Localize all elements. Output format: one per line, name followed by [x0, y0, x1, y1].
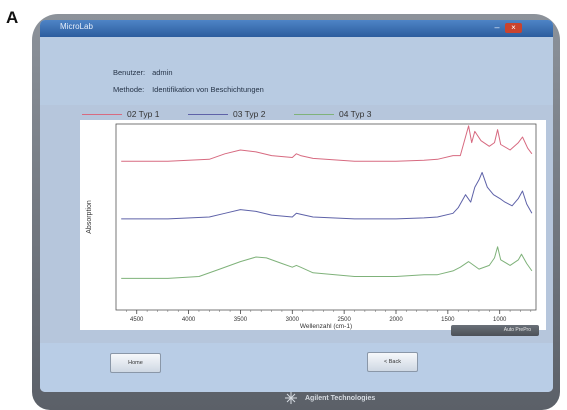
spark-icon	[285, 392, 297, 404]
x-tick-label: 1500	[441, 317, 455, 323]
brand-logo: Agilent Technologies	[285, 392, 375, 404]
legend-item-typ1[interactable]: 02 Typ 1	[82, 109, 159, 119]
chart-svg: Absorption 4500 4000 3500 3000 2500 2000 1500 10…	[86, 123, 537, 330]
x-tick-label: 3500	[234, 317, 248, 323]
minimize-button[interactable]: –	[494, 22, 500, 32]
brand-name: Agilent Technologies	[305, 394, 376, 402]
method-label: Methode:	[113, 85, 145, 94]
series-line-2	[121, 171, 533, 220]
figure-panel-label: A	[6, 8, 19, 27]
back-button[interactable]: < Back	[367, 352, 418, 372]
plot-frame	[115, 123, 537, 311]
user-label: Benutzer:	[113, 68, 146, 77]
chart-legend: 02 Typ 1 03 Typ 2 04 Typ 3	[80, 109, 546, 119]
window-titlebar: MicroLab – ×	[40, 20, 553, 37]
close-button[interactable]: ×	[505, 23, 522, 33]
legend-swatch	[82, 113, 122, 115]
series-line-1	[121, 125, 533, 162]
spectrum-chart[interactable]: Absorption 4500 4000 3500 3000 2500 2000 1500 10…	[80, 120, 546, 330]
home-button[interactable]: Home	[110, 353, 161, 373]
y-axis-label: Absorption	[86, 200, 93, 234]
legend-item-typ2[interactable]: 03 Typ 2	[188, 109, 265, 119]
legend-label: 02 Typ 1	[127, 109, 160, 119]
legend-label: 04 Typ 3	[339, 109, 372, 119]
series-line-3	[121, 246, 533, 279]
x-tick-label: 2000	[389, 317, 403, 323]
user-row: Benutzer: admin	[113, 68, 173, 77]
window-title: MicroLab	[60, 22, 93, 31]
app-screen: MicroLab – × Benutzer: admin Methode: Id…	[40, 20, 553, 392]
auto-prepro-button[interactable]: Auto PrePro	[451, 325, 539, 336]
method-value: Identifikation von Beschichtungen	[152, 85, 264, 94]
legend-label: 03 Typ 2	[233, 109, 266, 119]
x-axis-label: Wellenzahl (cm-1)	[300, 323, 352, 330]
info-header: Benutzer: admin Methode: Identifikation …	[40, 37, 553, 105]
legend-item-typ3[interactable]: 04 Typ 3	[294, 109, 371, 119]
x-tick-label: 2500	[337, 317, 351, 323]
legend-swatch	[294, 113, 334, 115]
x-tick-label: 4500	[130, 317, 144, 323]
x-tick-label: 1000	[493, 317, 507, 323]
legend-swatch	[188, 113, 228, 115]
method-row: Methode: Identifikation von Beschichtung…	[113, 85, 264, 94]
x-tick-label: 3000	[286, 317, 300, 323]
user-value: admin	[152, 68, 173, 77]
x-tick-label: 4000	[182, 317, 196, 323]
